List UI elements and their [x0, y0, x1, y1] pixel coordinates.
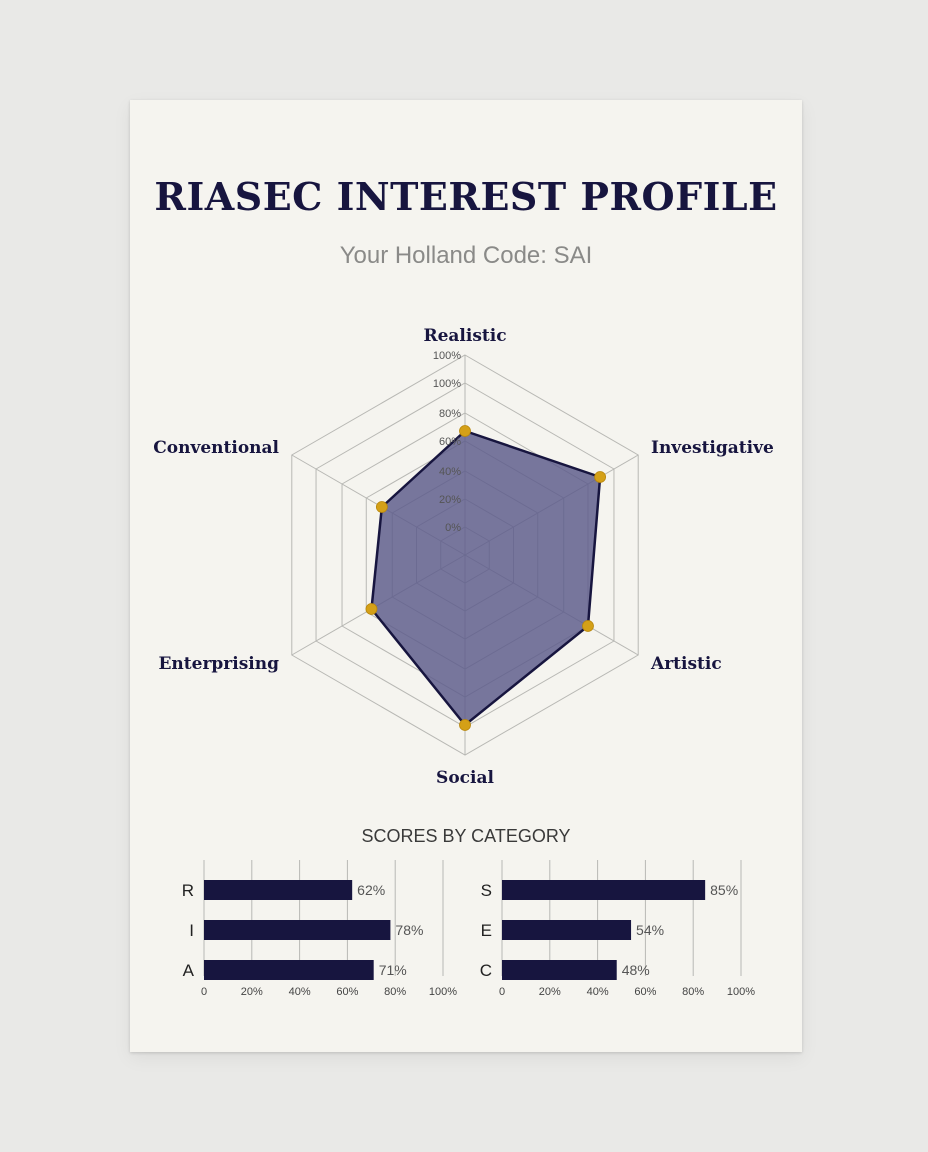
- bar-e: [502, 920, 632, 940]
- radar-tick-label: 20%: [439, 494, 461, 506]
- bar-category-label-a: A: [183, 961, 195, 980]
- bar-value-label-i: 78%: [395, 922, 423, 938]
- bar-category-label-r: R: [182, 881, 194, 900]
- holland-code-subtitle: Your Holland Code: SAI: [339, 242, 593, 269]
- radar-tick-label: 0%: [445, 522, 461, 534]
- bar-s: [502, 880, 706, 900]
- bar-charts: 0 20% 40% 60% 80% 100% R 62% I 78% A 71% 0 20% 40% 60% 8…: [182, 860, 755, 998]
- bar-a: [204, 960, 374, 980]
- radar-axis-label-enterprising: Enterprising: [158, 654, 279, 674]
- radar-tick-label: 80%: [439, 408, 461, 420]
- bar-tick-label: 20%: [539, 986, 561, 998]
- bar-tick-label: 0: [201, 986, 207, 998]
- bar-tick-label: 100%: [429, 986, 457, 998]
- bar-value-label-r: 62%: [357, 882, 385, 898]
- bar-value-label-a: 71%: [379, 962, 407, 978]
- radar-axis-label-investigative: Investigative: [651, 438, 774, 458]
- radar-tick-label: 100%: [433, 350, 461, 362]
- bar-tick-label: 80%: [384, 986, 406, 998]
- bar-i: [204, 920, 391, 940]
- radar-point-investigative: [594, 471, 606, 483]
- radar-tick-label: 100%: [433, 378, 461, 390]
- bar-tick-label: 60%: [634, 986, 656, 998]
- radar-chart: 0% 20% 40% 60% 80% 100% 100% Realistic Investiga…: [153, 326, 774, 788]
- bar-tick-label: 100%: [727, 986, 755, 998]
- bar-tick-label: 0: [499, 986, 505, 998]
- bar-category-label-e: E: [481, 921, 492, 940]
- profile-card: RIASEC INTEREST PROFILE Your Holland Cod…: [130, 100, 802, 1052]
- bar-category-label-c: C: [480, 961, 492, 980]
- bar-category-label-i: I: [189, 921, 194, 940]
- bar-tick-label: 80%: [682, 986, 704, 998]
- radar-point-realistic: [459, 425, 471, 437]
- radar-tick-label: 40%: [439, 466, 461, 478]
- bar-tick-label: 20%: [241, 986, 263, 998]
- page-title: RIASEC INTEREST PROFILE: [154, 174, 778, 219]
- radar-point-enterprising: [365, 603, 378, 615]
- bar-category-label-s: S: [481, 881, 492, 900]
- bar-tick-label: 40%: [289, 986, 311, 998]
- bar-value-label-s: 85%: [710, 882, 738, 898]
- radar-axis-label-social: Social: [436, 768, 494, 788]
- radar-axis-label-artistic: Artistic: [650, 654, 722, 674]
- radar-axis-label-conventional: Conventional: [153, 438, 279, 458]
- radar-point-conventional: [375, 501, 388, 513]
- bar-tick-label: 60%: [336, 986, 358, 998]
- radar-point-artistic: [582, 620, 594, 632]
- bar-r: [204, 880, 353, 900]
- bar-c: [502, 960, 617, 980]
- radar-axis-label-realistic: Realistic: [423, 326, 506, 346]
- scores-section-title: SCORES BY CATEGORY: [361, 826, 571, 846]
- bar-value-label-e: 54%: [636, 922, 664, 938]
- bar-value-label-c: 48%: [622, 962, 650, 978]
- radar-point-social: [459, 719, 471, 731]
- bar-tick-label: 40%: [587, 986, 609, 998]
- radar-tick-label: 60%: [439, 436, 461, 448]
